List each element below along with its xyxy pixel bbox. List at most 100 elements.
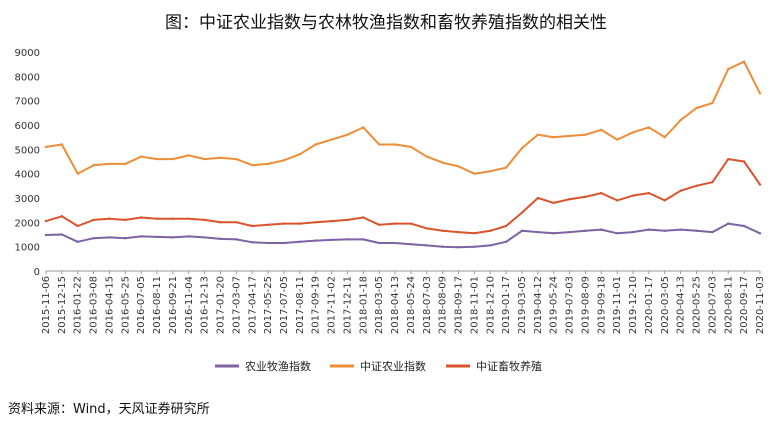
data-point — [631, 230, 635, 234]
data-point — [489, 244, 492, 247]
data-point — [663, 229, 666, 233]
series-line-0 — [45, 222, 761, 249]
data-point — [695, 106, 698, 110]
data-point — [266, 162, 270, 166]
y-tick-label: 3000 — [15, 194, 40, 205]
data-point — [298, 153, 302, 156]
data-point — [457, 245, 460, 249]
data-point — [393, 241, 397, 245]
data-point — [758, 232, 762, 235]
data-point — [504, 224, 508, 228]
data-point — [44, 145, 48, 149]
data-point — [663, 199, 666, 202]
data-point — [552, 135, 555, 139]
data-point — [441, 229, 444, 233]
y-tick-label: 4000 — [15, 170, 40, 181]
data-point — [203, 236, 206, 239]
data-point — [711, 101, 714, 105]
data-point — [346, 218, 349, 222]
data-point — [251, 224, 254, 228]
data-point — [695, 184, 698, 188]
data-point — [171, 217, 175, 220]
x-tick-label: 2017-08-11 — [295, 276, 306, 334]
data-point — [489, 229, 492, 233]
series-line-2 — [45, 158, 761, 235]
x-tick-label: 2020-03-05 — [660, 276, 671, 334]
data-point — [362, 238, 365, 241]
data-point — [92, 218, 95, 222]
x-tick-label: 2015-12-15 — [57, 276, 68, 334]
x-tick-label: 2016-03-08 — [89, 276, 100, 334]
data-point — [187, 235, 190, 238]
data-point — [203, 218, 206, 222]
x-tick-label: 2016-07-05 — [136, 276, 147, 334]
data-point — [393, 143, 397, 146]
x-tick-label: 2016-12-13 — [200, 276, 211, 334]
data-point — [616, 232, 619, 235]
data-point — [457, 230, 460, 234]
data-point — [60, 215, 64, 218]
data-point — [92, 163, 95, 167]
data-point — [742, 60, 746, 63]
data-point — [409, 145, 413, 149]
data-point — [473, 232, 476, 235]
data-point — [298, 240, 302, 243]
x-tick-label: 2019-12-10 — [628, 276, 639, 334]
data-point — [489, 170, 492, 173]
data-point — [473, 172, 476, 175]
data-point — [44, 233, 48, 237]
x-tick-label: 2018-03-05 — [374, 276, 385, 334]
x-tick-label: 2019-04-12 — [533, 276, 544, 334]
data-point — [282, 222, 286, 225]
data-point — [187, 154, 190, 157]
x-tick-label: 2019-11-01 — [612, 276, 623, 334]
data-point — [600, 228, 603, 231]
x-tick-label: 2017-11-02 — [327, 276, 338, 334]
data-point — [393, 222, 397, 225]
data-point — [425, 244, 428, 247]
data-point — [346, 238, 349, 241]
data-point — [679, 189, 682, 192]
x-tick-label: 2019-08-09 — [580, 276, 591, 334]
data-point — [219, 156, 222, 160]
x-tick-label: 2020-05-25 — [692, 276, 703, 334]
data-point — [727, 67, 730, 71]
data-point — [711, 180, 714, 184]
source-note: 资料来源：Wind，天风证券研究所 — [8, 402, 210, 417]
axes: 0 1000 2000 3000 4000 5000 6000 7000 8000 9000 — [15, 48, 760, 278]
data-point — [346, 133, 349, 136]
data-point — [76, 240, 79, 243]
data-point — [568, 134, 571, 138]
data-point — [758, 92, 762, 95]
x-tick-label: 2016-01-22 — [73, 276, 84, 334]
legend-label: 中证畜牧养殖 — [476, 359, 542, 373]
data-point — [140, 155, 143, 158]
x-tick-label: 2017-07-05 — [279, 276, 290, 334]
data-point — [282, 159, 286, 162]
data-point — [266, 223, 270, 226]
x-tick-label: 2018-12-10 — [485, 276, 496, 334]
data-point — [124, 218, 127, 222]
data-point — [409, 243, 413, 246]
y-tick-label: 1000 — [15, 243, 40, 254]
x-tick-label: 2019-09-18 — [596, 276, 607, 334]
data-point — [44, 219, 48, 223]
x-tick-label: 2016-04-15 — [104, 276, 115, 334]
data-point — [727, 222, 730, 225]
data-point — [552, 201, 555, 205]
data-point — [584, 229, 587, 233]
data-point — [441, 161, 444, 164]
data-point — [504, 166, 508, 169]
y-tick-label: 2000 — [15, 218, 40, 229]
data-point — [92, 236, 95, 240]
data-point — [600, 191, 603, 195]
data-point — [378, 241, 381, 245]
data-point — [171, 157, 175, 161]
data-point — [155, 217, 159, 220]
data-point — [235, 238, 238, 241]
data-point — [314, 239, 317, 242]
data-point — [568, 230, 571, 234]
data-point — [378, 223, 381, 226]
x-tick-label: 2017-04-17 — [247, 276, 258, 334]
data-point — [124, 236, 127, 240]
